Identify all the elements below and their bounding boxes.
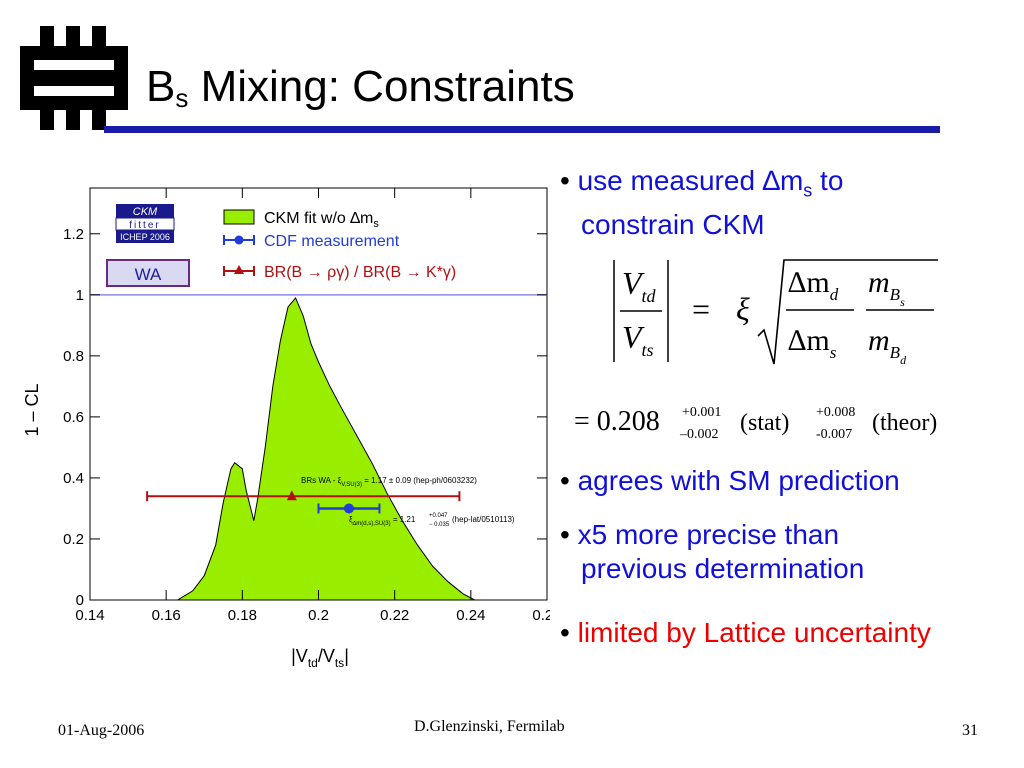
svg-text:∆ms: ∆ms [788,324,837,362]
legend: CKM fit w/o ∆ms CDF measurement BR(B → ρ… [223,209,456,281]
y-tick-label: 0.6 [63,409,84,426]
svg-text:Vts: Vts [622,319,654,360]
svg-text:(hep-lat/0510113): (hep-lat/0510113) [452,515,515,524]
y-tick-label: 0.2 [63,531,84,548]
bullet-item: • use measured ∆ms to constrain CKM [560,165,844,240]
x-tick-label: 0.2 [308,607,329,624]
legend-label-br: BR(B → ργ) / BR(B → K*γ) [264,264,456,281]
svg-text:= 0.208: = 0.208 [574,406,660,437]
footer-author: D.Glenzinski, Fermilab [414,718,565,735]
svg-text:∆md: ∆md [788,266,839,304]
legend-swatch-ckm [223,209,255,225]
svg-text:CKM: CKM [133,206,158,218]
svg-text:ICHEP 2006: ICHEP 2006 [120,232,170,242]
equation-result: = 0.208 +0.001 –0.002 (stat) +0.008 -0.0… [574,405,937,442]
svg-text:− 0.035: − 0.035 [429,522,450,528]
bullet-item: • x5 more precise than previous determin… [560,519,865,584]
svg-text:+0.001: +0.001 [682,405,721,420]
y-tick-label: 1.2 [63,226,84,243]
x-tick-label: 0.24 [456,607,485,624]
x-tick-label: 0.22 [380,607,409,624]
svg-text:WA: WA [135,265,162,284]
series-area-ckm-fit [177,296,475,601]
page-title: Bs Mixing: Constraints [146,62,575,113]
cdf-measurement-point [317,503,381,514]
footer-page-number: 31 [962,722,978,739]
footer-date: 01-Aug-2006 [58,722,145,739]
x-axis-label: |Vtd/Vts| [291,646,349,670]
y-tick-label: 0.8 [63,348,84,365]
chart: 0.14 0.16 0.18 0.2 0.22 0.24 0.26 0 0.2 0.4 0.6 0.… [22,187,550,670]
x-tick-label: 0.14 [75,607,104,624]
svg-text:(stat): (stat) [740,410,789,436]
bullet-dot: • [560,465,578,496]
legend-label-ckm: CKM fit w/o ∆ms [264,210,379,230]
svg-text:fitter: fitter [129,220,160,231]
bullet-dot: • [560,519,578,550]
svg-text:+0.008: +0.008 [816,405,855,420]
bullet-item: • agrees with SM prediction [560,465,900,496]
svg-text:-0.007: -0.007 [816,427,852,442]
legend-marker-br [223,265,255,276]
y-tick-label: 1 [76,287,84,304]
svg-text:ξ∆m(d,s),SU(3) = 1.21: ξ∆m(d,s),SU(3) = 1.21 [349,515,416,527]
wa-box: WA [106,259,190,287]
svg-text:Vtd: Vtd [622,265,657,306]
svg-text:=: = [692,291,710,327]
br-measurement-point [146,490,461,502]
x-tick-label: 0.18 [228,607,257,624]
x-tick-label: 0.26 [532,607,550,624]
bullet-dot: • [560,165,578,196]
svg-text:–0.002: –0.002 [679,427,719,442]
bullet-item: • limited by Lattice uncertainty [560,617,931,648]
y-tick-label: 0 [76,592,84,609]
bullet-dot: • [560,617,578,648]
annotation-brs: BRs WA - ξV,SU(3) = 1.17 ± 0.09 (hep-ph/… [301,476,477,488]
annotation-xi: ξ∆m(d,s),SU(3) = 1.21 +0.047 − 0.035 (he… [349,513,515,528]
svg-text:+0.047: +0.047 [429,513,448,519]
svg-text:mBs: mBs [868,266,905,309]
svg-text:mBd: mBd [868,324,907,367]
x-tick-label: 0.16 [152,607,181,624]
equation: Vtd Vts = ξ ∆md ∆ms mBs mBd [613,259,938,367]
y-tick-label: 0.4 [63,470,84,487]
fermilab-logo-icon [20,26,128,130]
legend-label-cdf: CDF measurement [264,233,400,250]
title-underline [104,126,940,133]
legend-marker-cdf [223,235,255,245]
svg-text:ξ: ξ [736,291,750,327]
y-axis-label: 1 – CL [22,383,42,436]
svg-text:(theor): (theor) [872,410,937,436]
ckmfitter-badge: CKM fitter ICHEP 2006 [115,204,175,243]
